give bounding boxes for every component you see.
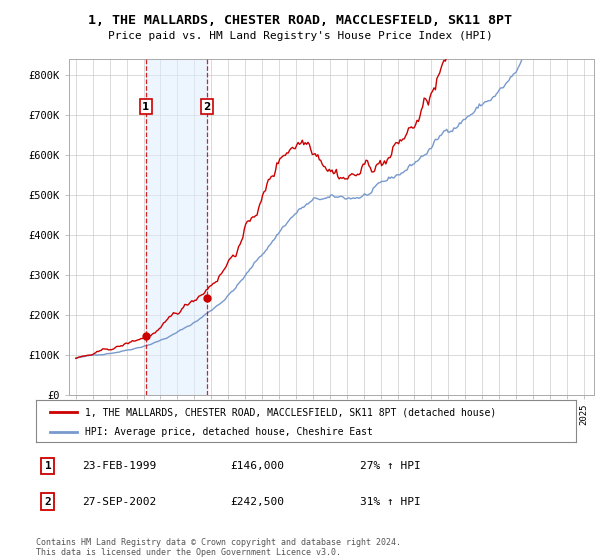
Text: £146,000: £146,000 <box>230 461 284 471</box>
Text: 2: 2 <box>203 102 211 112</box>
Text: 27-SEP-2002: 27-SEP-2002 <box>82 497 156 507</box>
Text: HPI: Average price, detached house, Cheshire East: HPI: Average price, detached house, Ches… <box>85 427 373 437</box>
Text: 2: 2 <box>44 497 51 507</box>
Text: 1, THE MALLARDS, CHESTER ROAD, MACCLESFIELD, SK11 8PT (detached house): 1, THE MALLARDS, CHESTER ROAD, MACCLESFI… <box>85 407 496 417</box>
Text: 23-FEB-1999: 23-FEB-1999 <box>82 461 156 471</box>
Text: 1: 1 <box>44 461 51 471</box>
Text: 1, THE MALLARDS, CHESTER ROAD, MACCLESFIELD, SK11 8PT: 1, THE MALLARDS, CHESTER ROAD, MACCLESFI… <box>88 14 512 27</box>
Text: 31% ↑ HPI: 31% ↑ HPI <box>360 497 421 507</box>
Text: 1: 1 <box>142 102 149 112</box>
Text: £242,500: £242,500 <box>230 497 284 507</box>
Bar <box>146 59 207 395</box>
Text: Contains HM Land Registry data © Crown copyright and database right 2024.
This d: Contains HM Land Registry data © Crown c… <box>36 538 401 557</box>
Text: Price paid vs. HM Land Registry's House Price Index (HPI): Price paid vs. HM Land Registry's House … <box>107 31 493 41</box>
Text: 27% ↑ HPI: 27% ↑ HPI <box>360 461 421 471</box>
